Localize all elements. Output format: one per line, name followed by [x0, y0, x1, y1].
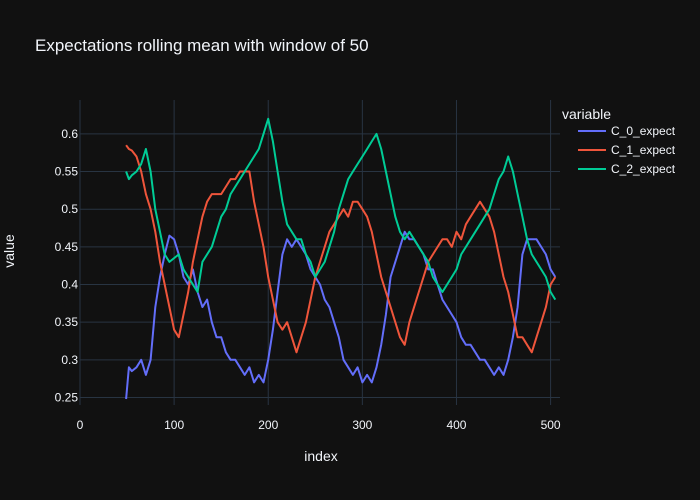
chart-title: Expectations rolling mean with window of…: [35, 36, 369, 55]
x-tick-label: 0: [77, 418, 84, 432]
x-axis-title: index: [304, 448, 337, 464]
legend-title: variable: [562, 106, 611, 122]
y-tick-labels: 0.25 0.3 0.35 0.4 0.45 0.5 0.55 0.6: [55, 127, 79, 405]
y-tick-label: 0.25: [55, 390, 79, 404]
grid-lines: [79, 100, 560, 405]
y-tick-label: 0.55: [55, 165, 79, 179]
y-tick-label: 0.45: [55, 240, 79, 254]
y-tick-label: 0.5: [61, 202, 78, 216]
x-tick-label: 300: [352, 418, 372, 432]
legend: variable C_0_expect C_1_expect C_2_expect: [562, 106, 676, 176]
x-tick-labels: 0 100 200 300 400 500: [77, 418, 561, 432]
series-line-C_2_expect: [125, 117, 557, 301]
y-tick-label: 0.35: [55, 315, 79, 329]
y-tick-label: 0.3: [61, 353, 78, 367]
x-tick-label: 100: [164, 418, 184, 432]
x-tick-label: 200: [258, 418, 278, 432]
series-line-C_0_expect: [125, 230, 557, 400]
y-tick-label: 0.6: [61, 127, 78, 141]
x-tick-label: 500: [541, 418, 561, 432]
y-tick-label: 0.4: [61, 278, 78, 292]
legend-entry: C_0_expect: [611, 124, 676, 138]
y-axis-title: value: [1, 234, 17, 268]
legend-entry: C_2_expect: [611, 162, 676, 176]
series-line-C_1_expect: [125, 144, 557, 354]
x-tick-label: 400: [446, 418, 466, 432]
series-lines: [125, 117, 557, 400]
legend-entry: C_1_expect: [611, 143, 676, 157]
